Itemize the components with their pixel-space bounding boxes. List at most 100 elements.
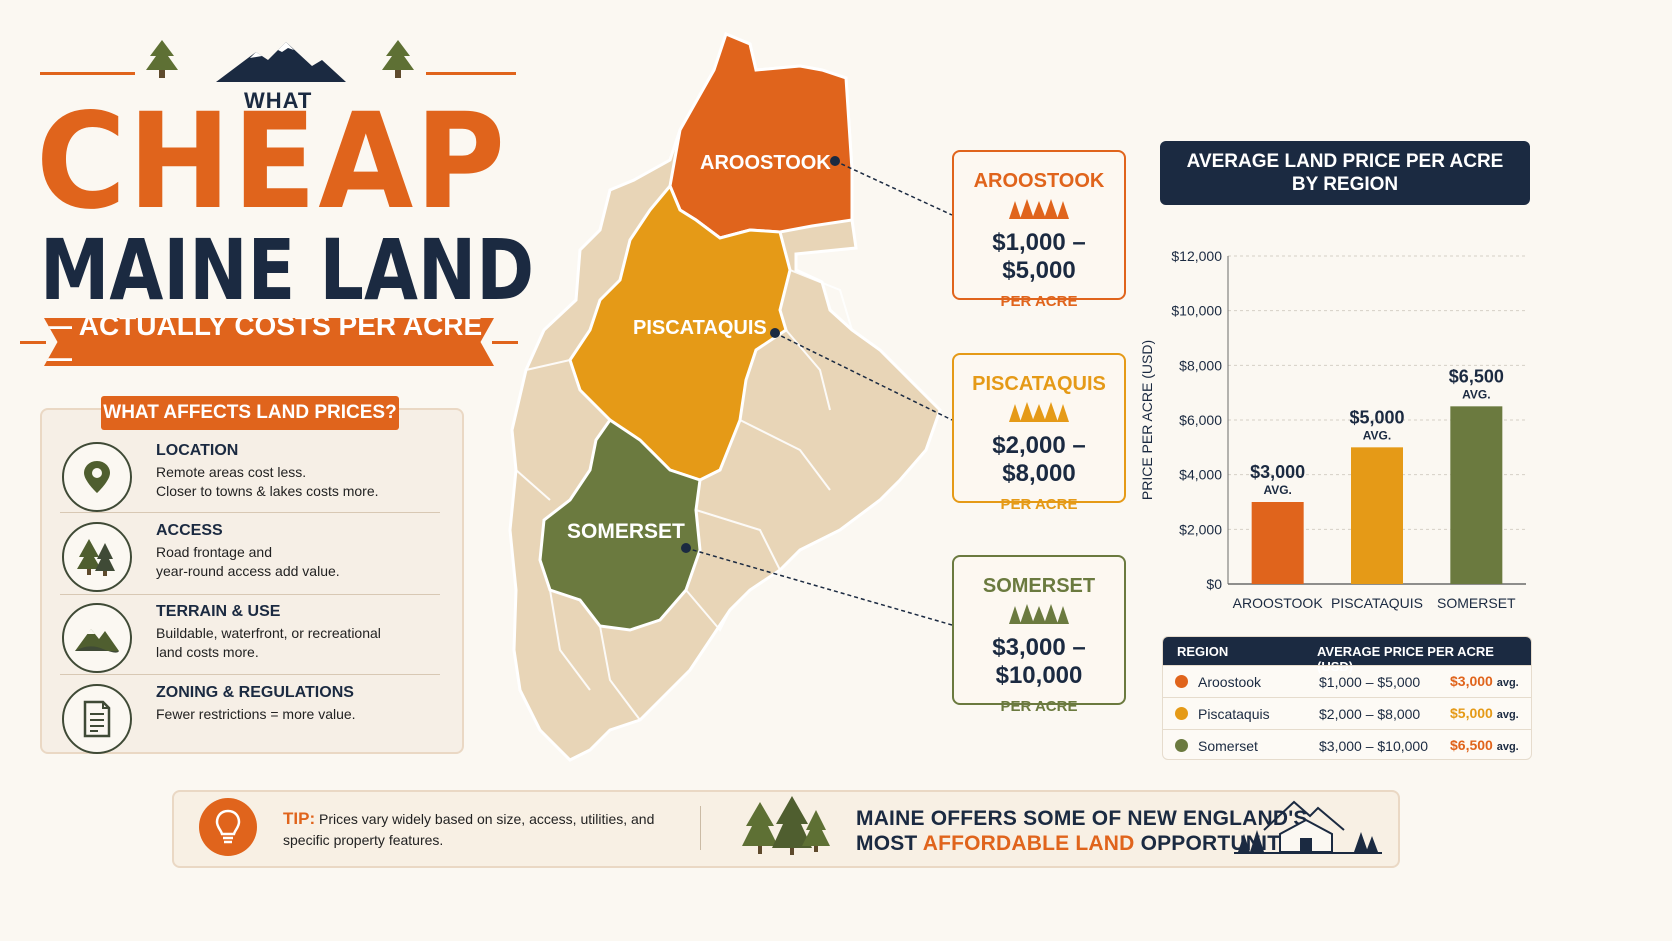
bar-value-label: $5,000 — [1349, 407, 1404, 427]
factor-terrain: TERRAIN & USE Buildable, waterfront, or … — [60, 597, 440, 675]
subtitle-ribbon: — ACTUALLY COSTS PER ACRE — — [44, 318, 494, 366]
title-maine-land: MAINE LAND — [40, 221, 535, 319]
bar-chart: $0 $2,000 $4,000 $6,000 $8,000 $10,000 $12,000… — [1139, 248, 1526, 611]
factor-body: Road frontage and year-round access add … — [156, 544, 340, 579]
price-card-aroostook: AROOSTOOK $1,000 – $5,000 PER ACRE — [952, 150, 1126, 310]
y-tick-label: $6,000 — [1179, 412, 1222, 428]
factor-location: LOCATION Remote areas cost less. Closer … — [60, 436, 440, 514]
table-cell-region: Aroostook — [1198, 674, 1262, 690]
avg-suffix: avg. — [1496, 741, 1519, 753]
map-somerset — [538, 417, 702, 632]
table-header-region: REGION — [1177, 644, 1229, 659]
price-card-range: $3,000 – $10,000 — [992, 634, 1086, 689]
maine-map — [508, 31, 942, 762]
table-cell-avg: $3,000 avg. — [1450, 673, 1519, 689]
divider — [60, 594, 440, 595]
table-row: Aroostook $1,000 – $5,000 $3,000 avg. — [1163, 665, 1531, 697]
y-axis-label: PRICE PER ACRE (USD) — [1139, 340, 1155, 500]
document-icon — [62, 684, 132, 754]
price-card-unit: PER ACRE — [1000, 496, 1078, 513]
y-tick-label: $2,000 — [1179, 521, 1222, 537]
map-piscataquis — [568, 183, 792, 482]
factor-title: LOCATION — [156, 442, 239, 459]
chart-heading-line2: BY REGION — [1291, 174, 1399, 195]
pine-tree-icon — [146, 40, 178, 78]
price-card-range: $2,000 – $8,000 — [992, 432, 1086, 487]
divider — [60, 512, 440, 513]
bar-sublabel: AVG. — [1462, 387, 1490, 401]
factor-title: ZONING & REGULATIONS — [156, 684, 354, 701]
legend-dot — [1175, 675, 1188, 688]
title-decoration — [40, 40, 520, 90]
bar-value-label: $3,000 — [1250, 462, 1305, 482]
avg-value: $5,000 — [1450, 705, 1493, 721]
y-tick-label: $8,000 — [1179, 357, 1222, 373]
price-card-somerset: SOMERSET $3,000 – $10,000 PER ACRE — [952, 555, 1126, 715]
map-pin-icon — [62, 442, 132, 512]
map-label-somerset: SOMERSET — [567, 520, 685, 543]
y-tick-label: $0 — [1206, 576, 1222, 592]
price-card-name: AROOSTOOK — [973, 170, 1105, 192]
table-row: Somerset $3,000 – $10,000 $6,500 avg. — [1163, 729, 1531, 759]
map-label-aroostook: AROOSTOOK — [700, 152, 831, 174]
table-cell-range: $1,000 – $5,000 — [1319, 674, 1421, 690]
bar — [1251, 502, 1304, 584]
trees-icon — [954, 604, 1124, 626]
avg-value: $3,000 — [1450, 673, 1493, 689]
table-header: REGION AVERAGE PRICE PER ACRE (USD) — [1163, 637, 1531, 674]
legend-dot — [1175, 707, 1188, 720]
bar-sublabel: AVG. — [1363, 428, 1391, 442]
chart-heading-line1: AVERAGE LAND PRICE PER ACRE — [1186, 151, 1504, 172]
table-cell-region: Somerset — [1198, 738, 1258, 754]
factors-heading: WHAT AFFECTS LAND PRICES? — [101, 396, 399, 430]
table-cell-avg: $5,000 avg. — [1450, 705, 1519, 721]
msg-highlight: AFFORDABLE LAND — [922, 832, 1135, 855]
tip-label: TIP: — [283, 809, 316, 828]
cabin-mountain-icon — [1234, 800, 1382, 854]
y-tick-label: $4,000 — [1179, 467, 1222, 483]
banner-message-line2: MOST AFFORDABLE LAND OPPORTUNITIES. — [856, 831, 1321, 856]
x-tick-label: SOMERSET — [1437, 595, 1516, 611]
pine-trees-icon — [742, 796, 830, 855]
factor-title: ACCESS — [156, 522, 223, 539]
bottom-banner — [172, 790, 1400, 868]
divider — [60, 674, 440, 675]
avg-suffix: avg. — [1496, 709, 1519, 721]
msg-pre: MOST — [856, 832, 923, 855]
lightbulb-icon — [199, 798, 257, 856]
legend-dot — [1175, 739, 1188, 752]
banner-message-line1: MAINE OFFERS SOME OF NEW ENGLAND'S — [856, 807, 1308, 830]
y-tick-label: $10,000 — [1171, 303, 1222, 319]
table-cell-range: $2,000 – $8,000 — [1319, 706, 1421, 722]
factor-body: Fewer restrictions = more value. — [156, 706, 356, 722]
avg-value: $6,500 — [1450, 737, 1493, 753]
mountain-logo-icon — [216, 42, 346, 82]
tip-text: TIP: Prices vary widely based on size, a… — [283, 808, 663, 851]
map-label-piscataquis: PISCATAQUIS — [633, 317, 767, 339]
mountains-icon — [62, 603, 132, 673]
banner-message: MAINE OFFERS SOME OF NEW ENGLAND'S MOST … — [856, 806, 1321, 856]
bar-sublabel: AVG. — [1263, 483, 1291, 497]
factor-title: TERRAIN & USE — [156, 603, 281, 620]
pine-trees-icon — [62, 522, 132, 592]
ribbon-line-left — [20, 341, 46, 344]
factor-access: ACCESS Road frontage and year-round acce… — [60, 516, 440, 594]
price-card-unit: PER ACRE — [1000, 293, 1078, 310]
bar — [1450, 406, 1503, 584]
bar-value-label: $6,500 — [1449, 366, 1504, 386]
price-table: REGION AVERAGE PRICE PER ACRE (USD) Aroo… — [1162, 636, 1532, 760]
title-what: WHAT — [244, 88, 313, 113]
msg-post: OPPORTUNITIES. — [1134, 832, 1321, 855]
factor-body: Remote areas cost less. Closer to towns … — [156, 464, 379, 499]
pine-tree-icon — [382, 40, 414, 78]
map-aroostook — [668, 31, 854, 240]
title-cheap: CHEAP — [36, 85, 507, 239]
x-tick-label: PISCATAQUIS — [1331, 595, 1423, 611]
y-tick-label: $12,000 — [1171, 248, 1222, 264]
table-cell-region: Piscataquis — [1198, 706, 1270, 722]
trees-icon — [954, 199, 1124, 221]
price-card-range: $1,000 – $5,000 — [992, 229, 1086, 284]
table-header-price: AVERAGE PRICE PER ACRE (USD) — [1317, 644, 1494, 674]
banner-divider — [700, 806, 701, 850]
